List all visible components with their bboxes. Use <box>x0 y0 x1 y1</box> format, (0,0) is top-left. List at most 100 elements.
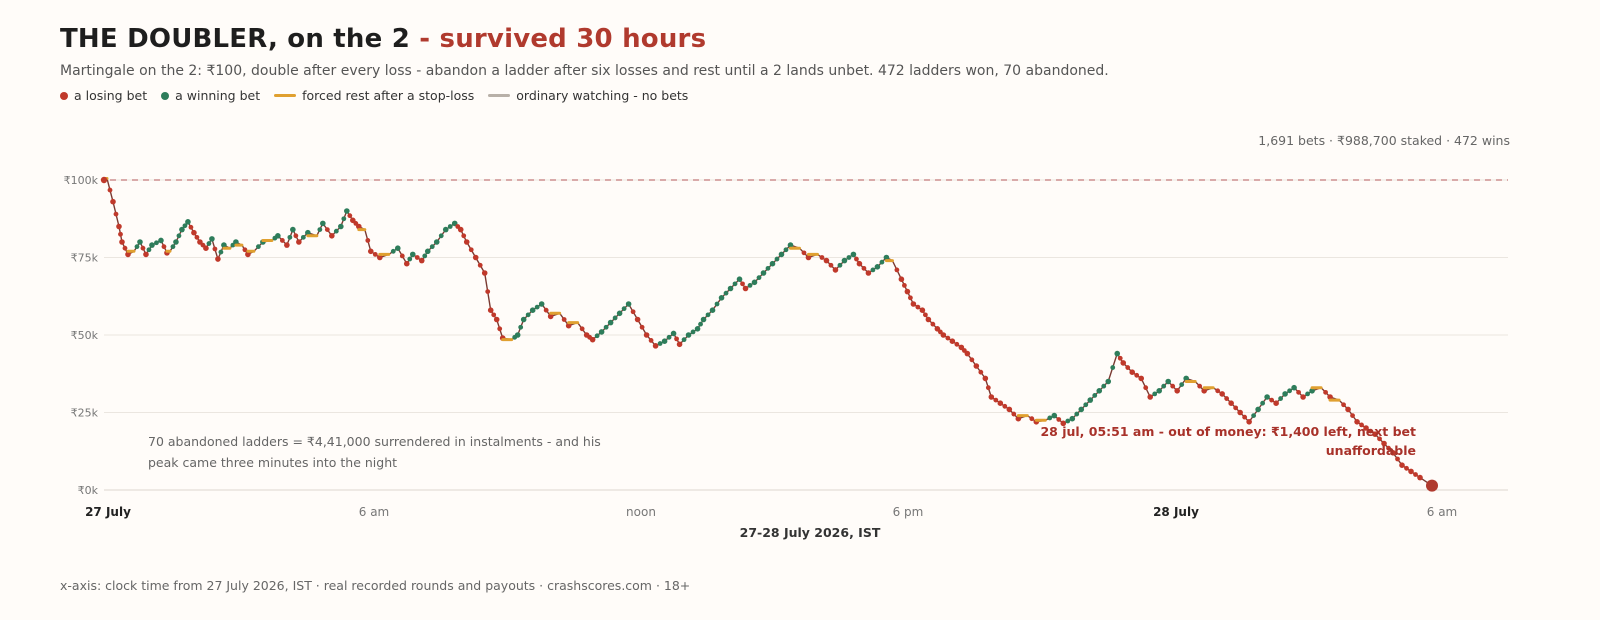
winning-bet-point <box>442 226 449 233</box>
losing-bet-point <box>347 213 353 219</box>
losing-bet-point <box>954 341 960 347</box>
losing-bet-point <box>1224 396 1230 401</box>
winning-bet-point <box>1165 378 1171 385</box>
end-annotation-line-2: unaffordable <box>1326 443 1416 458</box>
losing-bet-point <box>279 238 285 243</box>
winning-bet-point <box>344 208 350 214</box>
losing-bet-point <box>1215 388 1221 394</box>
winning-bet-point <box>518 324 524 330</box>
losing-bet-point <box>973 363 980 369</box>
winning-bet-point <box>736 276 743 283</box>
winning-bet-point <box>255 244 261 250</box>
end-annotation-line-1: 28 jul, 05:51 am - out of money: ₹1,400 … <box>1040 424 1416 439</box>
losing-bet-point <box>643 332 650 338</box>
losing-bet-point <box>1197 383 1203 389</box>
winning-bet-point <box>774 256 780 262</box>
losing-bet-point <box>648 338 654 343</box>
losing-bet-point <box>740 281 745 287</box>
losing-bet-point <box>200 242 206 248</box>
winning-bet-point <box>1069 415 1076 422</box>
losing-bet-point <box>1386 445 1391 451</box>
losing-bet-point <box>1363 425 1369 431</box>
losing-bet-point <box>919 307 926 314</box>
losing-bet-point <box>1399 462 1405 469</box>
losing-bet-point <box>1408 468 1414 475</box>
losing-bet-point <box>961 348 967 353</box>
losing-bet-point <box>122 245 128 251</box>
legend-item-watching: ordinary watching - no bets <box>488 88 688 103</box>
losing-bet-point <box>937 329 943 335</box>
winning-bet-point <box>723 290 729 296</box>
winning-bet-point <box>612 315 618 321</box>
winning-bet-point <box>837 262 843 268</box>
x-tick-label: 6 am <box>359 505 390 519</box>
winning-bet-point <box>751 279 758 286</box>
losing-bet-point <box>1011 411 1017 417</box>
winning-bet-point <box>1065 418 1071 424</box>
losing-bet-point <box>565 322 572 329</box>
losing-bet-point <box>561 317 567 322</box>
winning-bet-point <box>690 329 696 335</box>
y-tick-label: ₹50k <box>71 329 99 342</box>
losing-bet-point <box>1404 465 1409 471</box>
x-tick-label: 6 pm <box>893 505 924 519</box>
winning-bet-point <box>685 332 692 338</box>
losing-bet-point <box>1300 394 1306 400</box>
losing-bet-point <box>819 255 825 260</box>
winning-bet-point <box>841 257 848 264</box>
losing-bet-point <box>1273 400 1279 407</box>
winning-bet-point <box>694 326 701 332</box>
winning-bet-point <box>621 306 627 312</box>
losing-bet-point <box>215 256 221 262</box>
losing-bet-point <box>414 255 420 260</box>
losing-bet-point <box>1242 414 1248 420</box>
winning-bet-point <box>158 237 164 244</box>
winning-bet-point <box>1114 350 1121 357</box>
losing-bet-point <box>823 257 830 264</box>
losing-bet-point <box>284 242 290 248</box>
losing-bet-point <box>296 239 302 245</box>
winning-bet-point <box>594 333 600 339</box>
legend-label: a losing bet <box>74 88 148 103</box>
winning-bet-point <box>1047 415 1053 421</box>
winning-bet-point <box>756 275 762 281</box>
losing-bet-point <box>353 221 359 226</box>
losing-bet-point <box>988 394 995 400</box>
losing-bet-point <box>674 336 679 342</box>
winning-bet-point <box>529 307 536 314</box>
winning-bet-point <box>850 251 857 258</box>
x-tick-label: 27 July <box>85 505 131 519</box>
forced-rest-line-icon <box>274 94 297 97</box>
losing-bet-point <box>1345 406 1351 413</box>
losing-bet-point <box>634 316 641 323</box>
losing-bet-point <box>143 251 149 258</box>
losing-bet-point <box>463 239 470 245</box>
winning-bet-point <box>1152 391 1158 397</box>
losing-bet-point <box>125 251 131 258</box>
winning-bet-point <box>1251 413 1257 418</box>
losing-bet-point <box>491 312 497 318</box>
legend-label: ordinary watching - no bets <box>516 88 689 103</box>
note-annotation-line-2: peak came three minutes into the night <box>148 455 397 470</box>
winning-bet-point <box>666 334 672 340</box>
winning-bet-point <box>1179 382 1185 387</box>
losing-bet-point <box>194 234 200 240</box>
losing-bet-point <box>1174 388 1180 394</box>
losing-bet-point <box>468 247 474 253</box>
losing-bet-point <box>140 245 146 251</box>
winning-bet-point <box>173 239 179 245</box>
legend-label: forced rest after a stop-loss <box>302 88 475 103</box>
winning-bet-point <box>154 240 159 246</box>
losing-bet-point <box>832 267 839 273</box>
winning-bet-point <box>1161 383 1167 389</box>
winning-bet-point <box>185 219 191 225</box>
losing-bet-point <box>978 369 984 375</box>
losing-bet-point <box>487 307 494 314</box>
losing-bet-point <box>1390 450 1396 456</box>
losing-bet-point <box>1381 440 1387 447</box>
losing-bet-point <box>1395 456 1400 462</box>
winning-bet-point <box>394 245 401 251</box>
losing-bet-point <box>293 233 299 239</box>
winning-bet-point <box>616 310 623 317</box>
losing-bet-point <box>630 309 636 315</box>
